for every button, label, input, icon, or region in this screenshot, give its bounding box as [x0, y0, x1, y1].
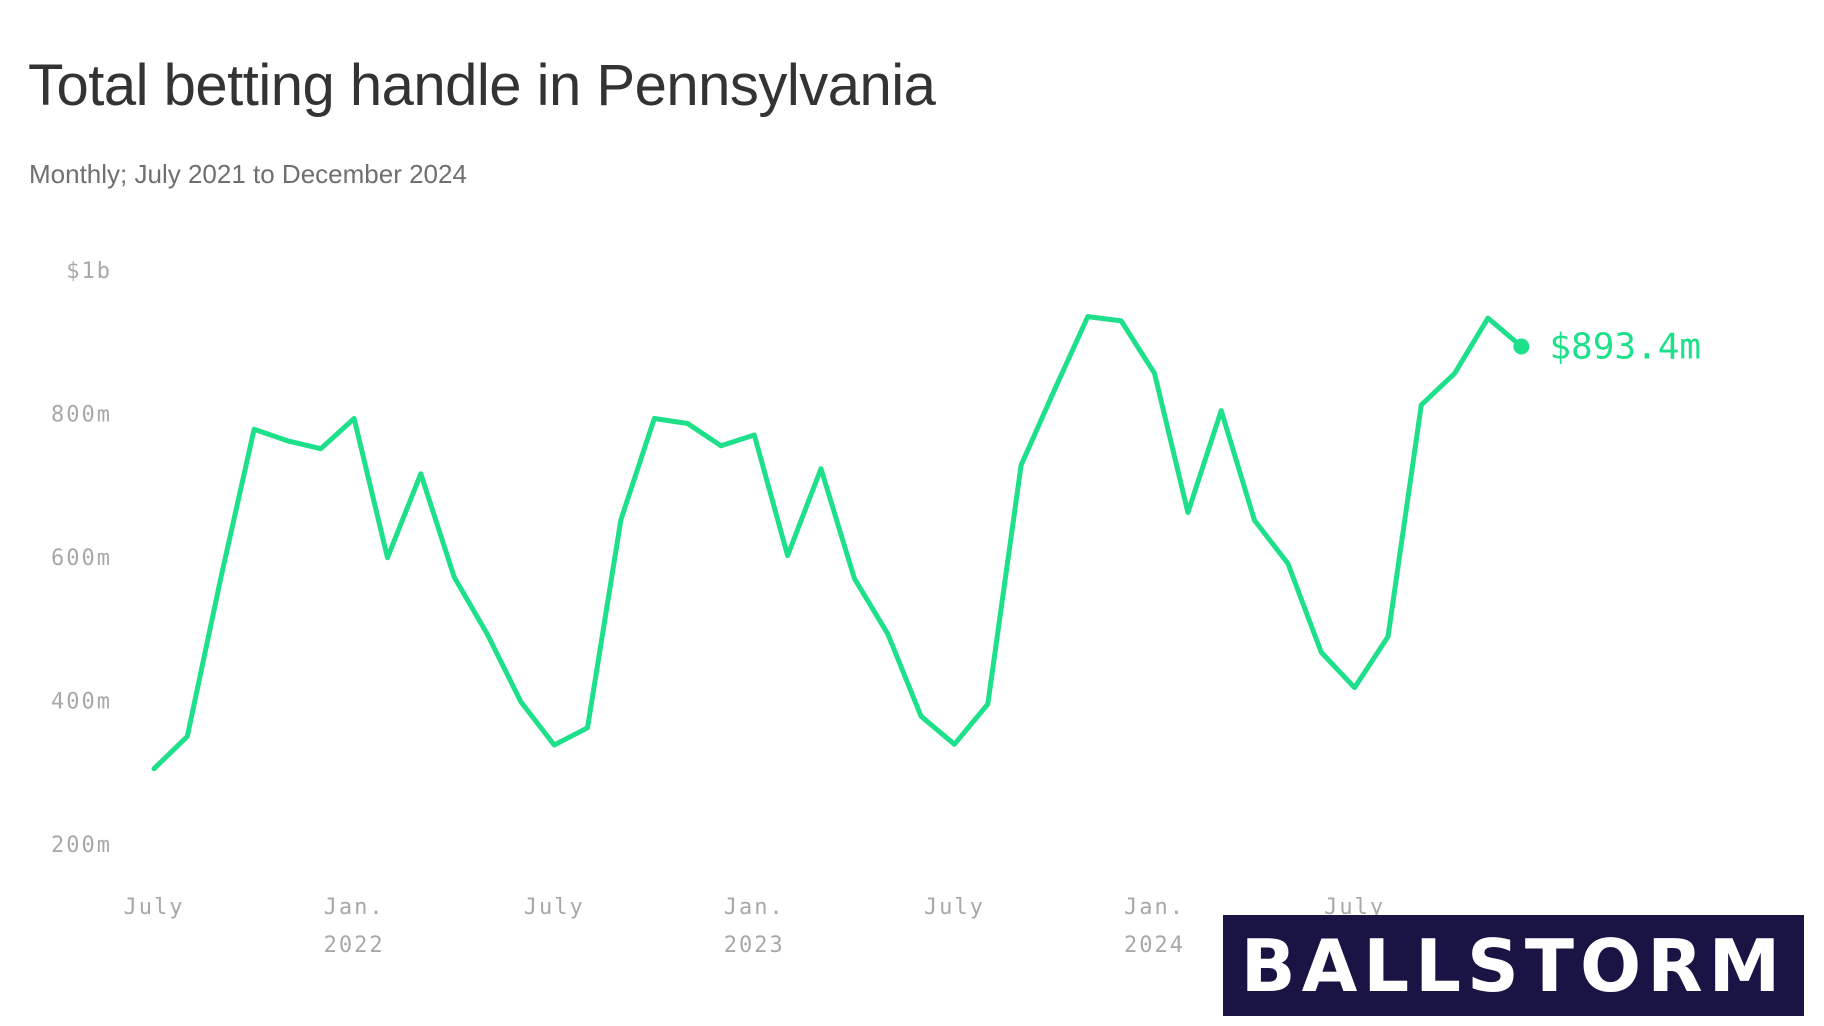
data-point [152, 767, 156, 771]
data-point [385, 556, 389, 560]
data-point [352, 417, 356, 421]
chart-subtitle: Monthly; July 2021 to December 2024 [29, 159, 467, 189]
data-point [619, 518, 623, 522]
data-point [686, 422, 690, 426]
data-point [952, 742, 956, 746]
y-tick-label: 600m [51, 546, 112, 571]
data-point [552, 743, 556, 747]
data-point [852, 577, 856, 581]
data-point [519, 700, 523, 704]
data-point [1186, 511, 1190, 515]
data-point [1453, 371, 1457, 375]
end-value-label: $893.4m [1549, 326, 1701, 367]
data-point [1219, 409, 1223, 413]
data-point [752, 433, 756, 437]
data-point [219, 577, 223, 581]
data-point [1086, 315, 1090, 319]
x-tick-year-label: 2024 [1124, 933, 1185, 958]
data-point [486, 632, 490, 636]
x-tick-label: Jan. [324, 895, 385, 920]
data-point [919, 714, 923, 718]
data-point [452, 575, 456, 579]
data-point [819, 467, 823, 471]
data-point [1286, 561, 1290, 565]
data-point [185, 734, 189, 738]
data-point [886, 632, 890, 636]
data-point [1052, 388, 1056, 392]
series-layer: $893.4m [151, 314, 1701, 772]
data-point [652, 417, 656, 421]
y-tick-label: 400m [51, 690, 112, 715]
y-axis: 200m 400m 600m 800m $1b [51, 259, 112, 858]
x-tick-label: Jan. [1124, 895, 1185, 920]
end-point-marker [1513, 338, 1530, 355]
data-point [1153, 371, 1157, 375]
x-tick-label: July [924, 895, 985, 920]
ballstorm-logo-text: BALLSTORM [1240, 923, 1787, 1008]
y-tick-label: 800m [51, 403, 112, 428]
ballstorm-watermark: BALLSTORM [1223, 915, 1804, 1016]
data-point [1353, 686, 1357, 690]
data-point [319, 447, 323, 451]
x-tick-year-label: 2022 [324, 933, 385, 958]
x-tick-year-label: 2023 [724, 933, 785, 958]
data-point [1486, 316, 1490, 320]
data-point [986, 702, 990, 706]
data-point [586, 726, 590, 730]
data-point [1386, 635, 1390, 639]
data-point [285, 439, 289, 443]
data-point [1253, 518, 1257, 522]
x-tick-label: July [524, 895, 585, 920]
y-tick-label: 200m [51, 833, 112, 858]
data-point [786, 554, 790, 558]
data-point [1119, 319, 1123, 323]
data-point [419, 472, 423, 476]
data-point [1419, 403, 1423, 407]
x-tick-label: Jan. [724, 895, 785, 920]
series-line [151, 314, 1524, 772]
data-point [1019, 463, 1023, 467]
chart-title: Total betting handle in Pennsylvania [28, 53, 936, 118]
x-tick-label: July [124, 895, 185, 920]
data-point [252, 427, 256, 431]
data-point [1319, 650, 1323, 654]
y-tick-label: $1b [66, 259, 112, 284]
data-point [719, 444, 723, 448]
